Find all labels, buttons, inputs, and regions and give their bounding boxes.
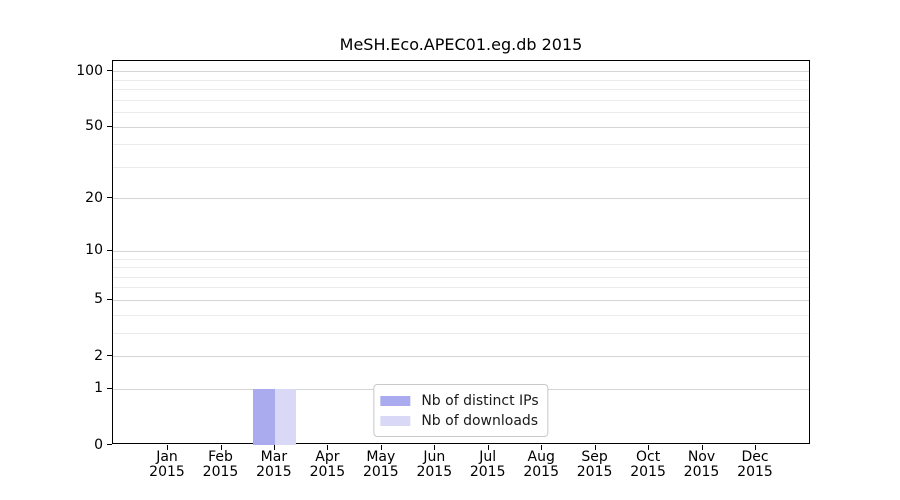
x-tick-label-feb-2015: Feb 2015 <box>202 449 239 480</box>
gridline-minor-6 <box>113 287 809 289</box>
x-tick-label-aug-2015: Aug 2015 <box>523 449 559 480</box>
y-tick-mark-50 <box>107 125 112 127</box>
chart-title: MeSH.Eco.APEC01.eg.db 2015 <box>339 35 583 54</box>
gridline-minor-4 <box>113 314 809 316</box>
gridline-minor-9 <box>113 258 809 260</box>
legend-swatch-downloads <box>380 416 411 426</box>
x-tick-mark-nov-2015 <box>701 445 703 450</box>
x-tick-label-jan-2015: Jan 2015 <box>149 449 185 480</box>
plot-area: Nb of distinct IPs Nb of downloads <box>112 60 810 445</box>
x-tick-label-mar-2015: Mar 2015 <box>256 449 292 480</box>
gridline-minor-8 <box>113 267 809 268</box>
gridline-major-100 <box>113 71 809 73</box>
x-tick-label-may-2015: May 2015 <box>362 449 399 480</box>
x-tick-mark-jun-2015 <box>434 445 436 450</box>
x-tick-mark-feb-2015 <box>220 445 222 450</box>
legend-swatch-distinct-ips <box>380 396 411 406</box>
gridline-minor-70 <box>113 99 809 101</box>
legend-label-downloads: Nb of downloads <box>421 413 539 429</box>
gridline-major-50 <box>113 126 809 128</box>
gridline-minor-90 <box>113 79 809 81</box>
y-tick-mark-0 <box>107 444 112 445</box>
y-tick-label-10: 10 <box>85 242 103 259</box>
legend-item-distinct-ips: Nb of distinct IPs <box>380 393 539 409</box>
y-tick-mark-1 <box>107 387 112 389</box>
x-tick-mark-sep-2015 <box>594 445 596 450</box>
y-tick-label-50: 50 <box>85 118 103 134</box>
y-tick-label-100: 100 <box>76 62 103 79</box>
x-tick-mark-mar-2015 <box>273 445 275 450</box>
y-tick-label-5: 5 <box>94 291 103 308</box>
x-tick-mark-oct-2015 <box>648 445 650 450</box>
gridline-minor-3 <box>113 332 809 334</box>
gridline-minor-30 <box>113 166 809 168</box>
x-tick-label-apr-2015: Apr 2015 <box>309 449 346 480</box>
y-tick-label-2: 2 <box>94 347 103 364</box>
gridline-minor-60 <box>113 112 809 113</box>
bar-nb-of-distinct-ips-mar-2015 <box>253 388 275 445</box>
x-tick-label-oct-2015: Oct 2015 <box>630 449 666 480</box>
y-tick-mark-5 <box>107 298 112 300</box>
y-tick-mark-20 <box>107 197 112 199</box>
x-tick-label-jul-2015: Jul 2015 <box>469 449 506 480</box>
y-tick-label-1: 1 <box>94 380 103 397</box>
x-tick-mark-dec-2015 <box>755 445 756 450</box>
bar-nb-of-downloads-mar-2015 <box>274 388 297 445</box>
gridline-minor-40 <box>113 144 809 146</box>
x-tick-label-jun-2015: Jun 2015 <box>416 449 453 480</box>
y-tick-label-20: 20 <box>85 189 103 206</box>
x-tick-mark-aug-2015 <box>541 445 543 450</box>
y-tick-mark-2 <box>107 355 112 356</box>
x-tick-mark-jan-2015 <box>167 445 168 450</box>
x-tick-label-sep-2015: Sep 2015 <box>576 449 613 480</box>
y-tick-label-0: 0 <box>94 436 103 453</box>
x-tick-mark-may-2015 <box>380 445 382 450</box>
x-tick-label-nov-2015: Nov 2015 <box>683 449 720 480</box>
legend-label-distinct-ips: Nb of distinct IPs <box>421 393 539 409</box>
x-tick-mark-jul-2015 <box>487 445 489 450</box>
legend: Nb of distinct IPs Nb of downloads <box>373 384 549 437</box>
legend-item-downloads: Nb of downloads <box>380 413 538 429</box>
x-tick-mark-apr-2015 <box>327 445 329 450</box>
gridline-major-2 <box>113 356 809 357</box>
y-tick-mark-10 <box>107 249 112 251</box>
gridline-major-20 <box>113 198 809 200</box>
y-tick-mark-100 <box>107 70 112 72</box>
x-tick-label-dec-2015: Dec 2015 <box>737 449 773 480</box>
gridline-major-10 <box>113 250 809 252</box>
gridline-major-5 <box>113 299 809 301</box>
gridline-minor-80 <box>113 89 809 90</box>
gridline-minor-7 <box>113 276 809 278</box>
